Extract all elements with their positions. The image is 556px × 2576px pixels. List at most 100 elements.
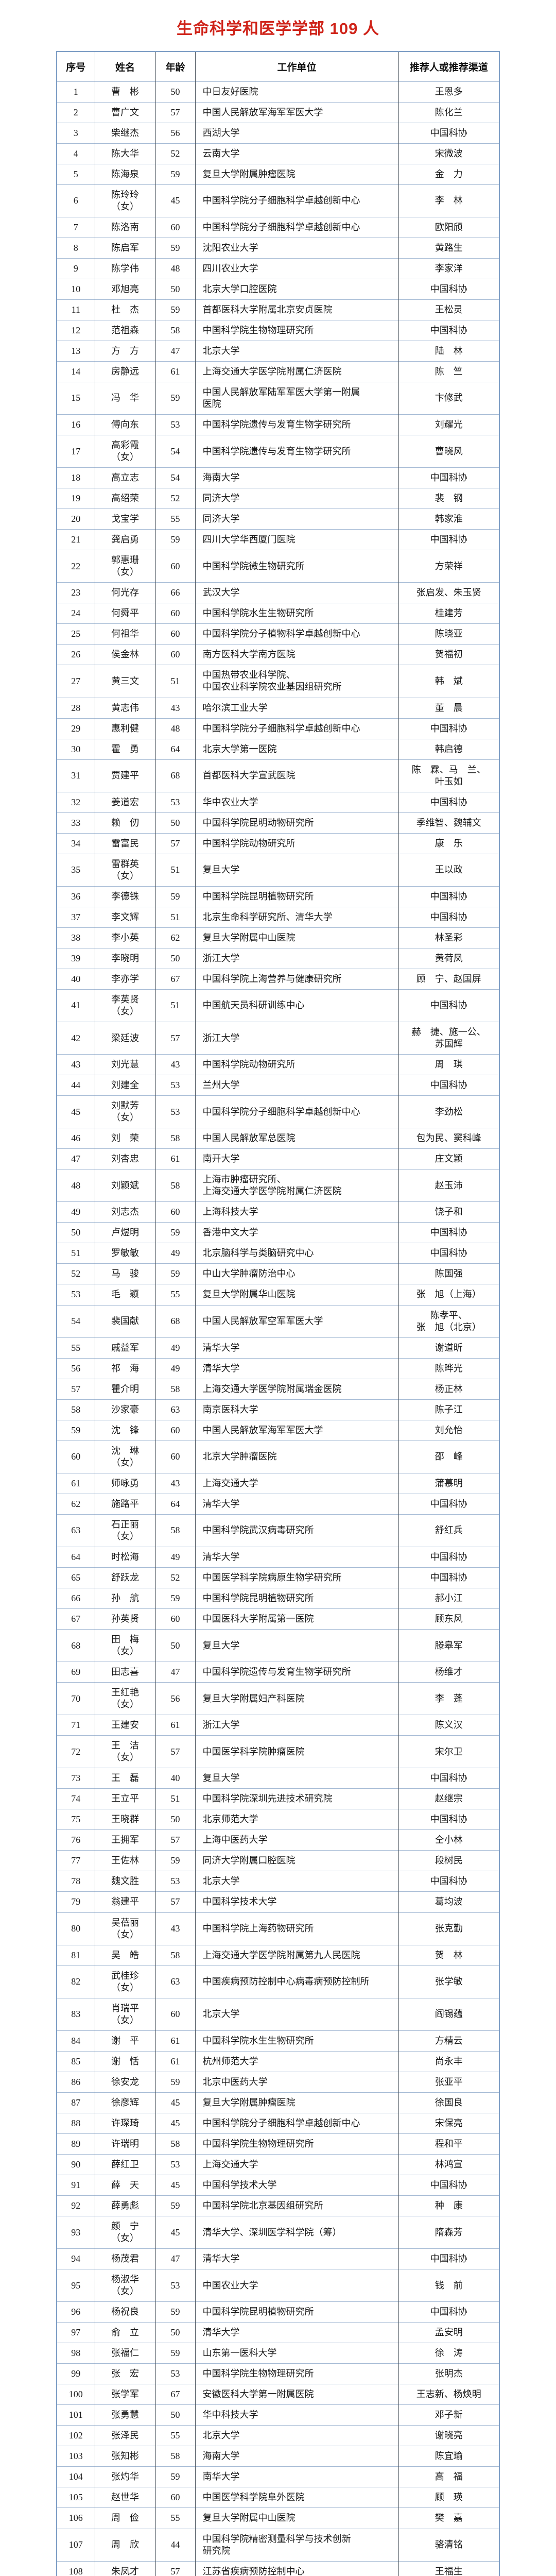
cell-work-unit: 中国科学院遗传与发育生物学研究所 [195, 1662, 398, 1683]
cell-index: 39 [57, 947, 95, 969]
table-row: 75 王晓群 50 北京师范大学 中国科协 [57, 1809, 499, 1830]
cell-name: 黄志伟 [94, 697, 155, 719]
cell-recommender: 李劲松 [398, 1095, 499, 1128]
page-title: 生命科学和医学学部 109 人 [177, 20, 379, 38]
cell-age: 59 [155, 1587, 195, 1609]
cell-name: 柴继杰 [94, 122, 155, 144]
cell-recommender: 张克勤 [398, 1912, 499, 1945]
cell-recommender: 中国科协 [398, 1243, 499, 1264]
cell-index: 73 [57, 1768, 95, 1789]
table-row: 21 龚启勇 59 四川大学华西厦门医院 中国科协 [57, 529, 499, 550]
cell-age: 67 [155, 968, 195, 990]
table-row: 9 陈学伟 48 四川农业大学 李家洋 [57, 258, 499, 279]
cell-work-unit: 安徽医科大学第一附属医院 [195, 2384, 398, 2405]
table-row: 15 冯 华 59 中国人民解放军陆军军医大学第一附属 医院 卞修武 [57, 381, 499, 415]
cell-name: 李小英 [94, 927, 155, 948]
cell-name: 马 骏 [94, 1263, 155, 1284]
cell-index: 8 [57, 237, 95, 259]
cell-work-unit: 复旦大学 [195, 1629, 398, 1662]
cell-index: 93 [57, 2215, 95, 2249]
cell-index: 18 [57, 467, 95, 488]
cell-recommender: 陈子江 [398, 1399, 499, 1420]
cell-name: 张灼华 [94, 2466, 155, 2487]
cell-recommender: 隋森芳 [398, 2215, 499, 2249]
cell-recommender: 金 力 [398, 163, 499, 185]
cell-index: 26 [57, 644, 95, 665]
table-row: 78 魏文胜 53 北京大学 中国科协 [57, 1871, 499, 1892]
table-row: 103 张知彬 58 海南大学 陈宜瑜 [57, 2446, 499, 2467]
cell-name: 王 洁 （女） [94, 1735, 155, 1768]
cell-index: 108 [57, 2561, 95, 2576]
table-row: 86 徐安龙 59 北京中医药大学 张亚平 [57, 2071, 499, 2093]
cell-index: 52 [57, 1263, 95, 1284]
cell-work-unit: 上海交通大学医学院附属瑞金医院 [195, 1378, 398, 1400]
cell-index: 79 [57, 1891, 95, 1912]
cell-recommender: 包为民、窦科峰 [398, 1128, 499, 1149]
cell-name: 曹 彬 [94, 81, 155, 103]
cell-recommender: 陈义汉 [398, 1715, 499, 1736]
cell-name: 王晓群 [94, 1809, 155, 1830]
table-row: 83 肖瑞平 （女） 60 北京大学 阎锡蕴 [57, 1997, 499, 2031]
cell-recommender: 裴 钢 [398, 488, 499, 509]
cell-recommender: 方荣祥 [398, 550, 499, 583]
cell-age: 57 [155, 101, 195, 123]
cell-work-unit: 中国科学院分子细胞科学卓越创新中心 [195, 2112, 398, 2134]
cell-name: 王立平 [94, 1788, 155, 1809]
cell-age: 58 [155, 1378, 195, 1400]
cell-index: 34 [57, 833, 95, 854]
cell-name: 徐彦辉 [94, 2092, 155, 2113]
cell-work-unit: 复旦大学 [195, 1768, 398, 1789]
cell-index: 11 [57, 299, 95, 320]
cell-index: 48 [57, 1169, 95, 1202]
cell-name: 卢煜明 [94, 1222, 155, 1243]
cell-work-unit: 浙江大学 [195, 1715, 398, 1736]
cell-age: 58 [155, 1169, 195, 1202]
cell-age: 63 [155, 1965, 195, 1998]
cell-name: 祁 海 [94, 1358, 155, 1379]
cell-age: 48 [155, 258, 195, 279]
cell-index: 37 [57, 906, 95, 928]
cell-age: 57 [155, 1022, 195, 1055]
table-row: 79 翁建平 57 中国科学技术大学 葛均波 [57, 1891, 499, 1912]
cell-recommender: 中国科协 [398, 1493, 499, 1515]
cell-recommender: 庄文颖 [398, 1148, 499, 1170]
cell-work-unit: 北京大学第一医院 [195, 738, 398, 760]
cell-index: 102 [57, 2425, 95, 2446]
cell-name: 谢 平 [94, 2030, 155, 2052]
table-row: 28 黄志伟 43 哈尔滨工业大学 董 晨 [57, 697, 499, 719]
cell-index: 105 [57, 2487, 95, 2508]
table-row: 62 施路平 64 清华大学 中国科协 [57, 1493, 499, 1515]
table-row: 25 何祖华 60 中国科学院分子植物科学卓越创新中心 陈晓亚 [57, 623, 499, 645]
table-row: 80 吴蓓丽 （女） 43 中国科学院上海药物研究所 张克勤 [57, 1912, 499, 1945]
cell-recommender: 陈化兰 [398, 101, 499, 123]
table-row: 101 张勇慧 50 华中科技大学 邓子新 [57, 2404, 499, 2426]
cell-index: 5 [57, 163, 95, 185]
table-row: 59 沈 锋 60 中国人民解放军海军军医大学 刘允怡 [57, 1419, 499, 1441]
cell-index: 86 [57, 2071, 95, 2093]
cell-age: 50 [155, 1629, 195, 1662]
cell-recommender: 杨维才 [398, 1662, 499, 1683]
cell-age: 45 [155, 184, 195, 217]
cell-age: 60 [155, 1201, 195, 1223]
cell-index: 64 [57, 1546, 95, 1568]
cell-index: 68 [57, 1629, 95, 1662]
cell-index: 71 [57, 1715, 95, 1736]
table-row: 37 李文辉 51 北京生命科学研究所、清华大学 中国科协 [57, 906, 499, 928]
cell-recommender: 段树民 [398, 1850, 499, 1871]
cell-index: 22 [57, 550, 95, 583]
cell-recommender: 中国科协 [398, 1546, 499, 1568]
cell-index: 44 [57, 1075, 95, 1096]
cell-recommender: 王以政 [398, 853, 499, 887]
cell-index: 89 [57, 2133, 95, 2155]
cell-work-unit: 中国科学院昆明植物研究所 [195, 886, 398, 907]
table-row: 3 柴继杰 56 西湖大学 中国科协 [57, 122, 499, 144]
table-row: 7 陈洛南 60 中国科学院分子细胞科学卓越创新中心 欧阳颀 [57, 216, 499, 238]
cell-index: 47 [57, 1148, 95, 1170]
cell-age: 58 [155, 1128, 195, 1149]
cell-recommender: 中国科协 [398, 1567, 499, 1588]
cell-age: 60 [155, 1440, 195, 1473]
table-row: 95 杨淑华 （女） 53 中国农业大学 钱 前 [57, 2269, 499, 2302]
cell-work-unit: 海南大学 [195, 467, 398, 488]
cell-index: 77 [57, 1850, 95, 1871]
table-row: 100 张学军 67 安徽医科大学第一附属医院 王志新、杨焕明 [57, 2384, 499, 2405]
